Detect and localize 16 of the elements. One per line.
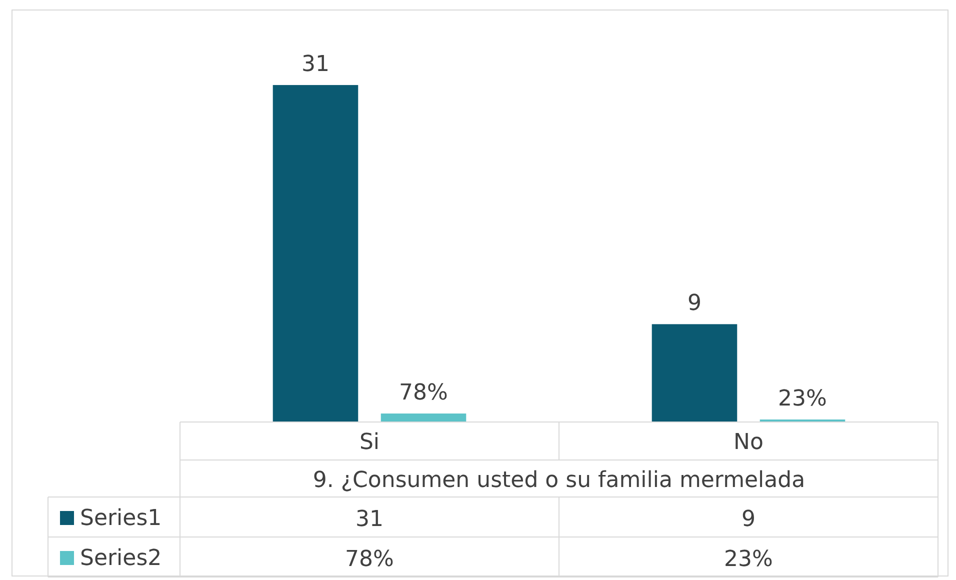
data-label: 78% [345,547,394,572]
data-label: 23% [724,547,773,572]
data-label: 9 [742,507,756,532]
bar [652,324,738,422]
x-tick-label: No [734,430,764,455]
text: 78% [399,380,448,406]
text: 31 [301,52,330,78]
text: 23% [778,386,827,412]
x-tick-label: Si [359,430,380,455]
bar [380,414,466,422]
bar [272,85,358,422]
data-label: 31 [356,507,384,532]
legend-label: Series1 [80,506,162,531]
x-axis-title: 9. ¿Consumen usted o su familia mermelada [312,468,806,493]
legend-label: Series2 [80,546,162,571]
text: 9 [687,291,702,316]
